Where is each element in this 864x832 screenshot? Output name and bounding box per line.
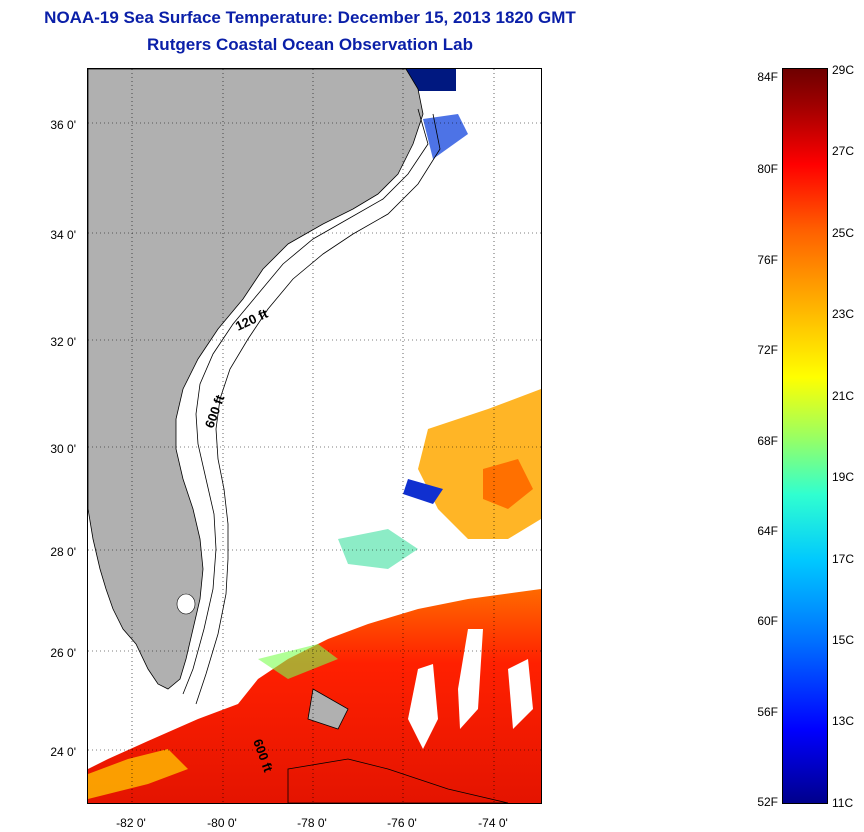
colorbar-label-f: 56F bbox=[757, 705, 778, 719]
colorbar-label-c: 17C bbox=[832, 552, 855, 566]
lat-label-24: 24 0' bbox=[50, 745, 76, 759]
lon-label-78: -78 0' bbox=[297, 816, 327, 830]
colorbar-label-f: 64F bbox=[757, 524, 778, 538]
colorbar-label-f: 72F bbox=[757, 343, 778, 357]
lon-label-80: -80 0' bbox=[207, 816, 237, 830]
green-patches-south bbox=[258, 644, 338, 679]
lat-label-34: 34 0' bbox=[50, 228, 76, 242]
colorbar-label-f: 68F bbox=[757, 434, 778, 448]
dark-blue-corner bbox=[406, 69, 456, 91]
colorbar-label-c: 27C bbox=[832, 144, 855, 158]
map-title: NOAA-19 Sea Surface Temperature: Decembe… bbox=[44, 8, 576, 27]
colorbar-label-c: 29C bbox=[832, 63, 855, 77]
colorbar-label-f: 60F bbox=[757, 614, 778, 628]
orange-core bbox=[483, 459, 533, 509]
bahamas-land bbox=[307, 688, 349, 730]
colorbar-label-f: 52F bbox=[757, 795, 778, 809]
contour-label-120: 120 ft bbox=[233, 305, 271, 333]
temperature-colorbar bbox=[782, 68, 828, 804]
lat-label-36: 36 0' bbox=[50, 118, 76, 132]
sst-map-svg: 120 ft 600 ft 600 ft bbox=[88, 69, 541, 803]
cloud-streak bbox=[408, 664, 438, 749]
colorbar-label-c: 15C bbox=[832, 633, 855, 647]
colorbar-label-f: 80F bbox=[757, 162, 778, 176]
us-land bbox=[88, 69, 424, 690]
mixed-patches-north bbox=[418, 389, 541, 539]
colorbar-label-c: 19C bbox=[832, 470, 855, 484]
cloud-streak bbox=[508, 659, 533, 729]
colorbar-label-f: 84F bbox=[757, 70, 778, 84]
lake-okeechobee bbox=[176, 593, 196, 615]
colorbar-label-c: 21C bbox=[832, 389, 855, 403]
colorbar-label-f: 76F bbox=[757, 253, 778, 267]
lat-label-32: 32 0' bbox=[50, 335, 76, 349]
contour-label-600-north: 600 ft bbox=[202, 392, 228, 430]
contour-600ft bbox=[195, 113, 441, 705]
lat-label-28: 28 0' bbox=[50, 545, 76, 559]
map-subtitle: Rutgers Coastal Ocean Observation Lab bbox=[147, 35, 473, 54]
colorbar-label-c: 23C bbox=[832, 307, 855, 321]
cold-blue-patch-ne bbox=[423, 114, 468, 159]
cuba-land bbox=[287, 758, 509, 803]
sst-map: 120 ft 600 ft 600 ft bbox=[87, 68, 542, 804]
lon-label-82: -82 0' bbox=[116, 816, 146, 830]
lon-label-76: -76 0' bbox=[387, 816, 417, 830]
colorbar-label-c: 13C bbox=[832, 714, 855, 728]
lat-label-30: 30 0' bbox=[50, 442, 76, 456]
yellow-patches bbox=[88, 749, 188, 799]
cold-blue-patch bbox=[403, 479, 443, 504]
colorbar-label-c: 11C bbox=[832, 796, 854, 810]
lon-label-74: -74 0' bbox=[478, 816, 508, 830]
lat-label-26: 26 0' bbox=[50, 646, 76, 660]
colorbar-label-c: 25C bbox=[832, 226, 855, 240]
green-patches bbox=[338, 529, 418, 569]
cloud-streak bbox=[458, 629, 483, 729]
contour-120ft bbox=[182, 108, 429, 695]
